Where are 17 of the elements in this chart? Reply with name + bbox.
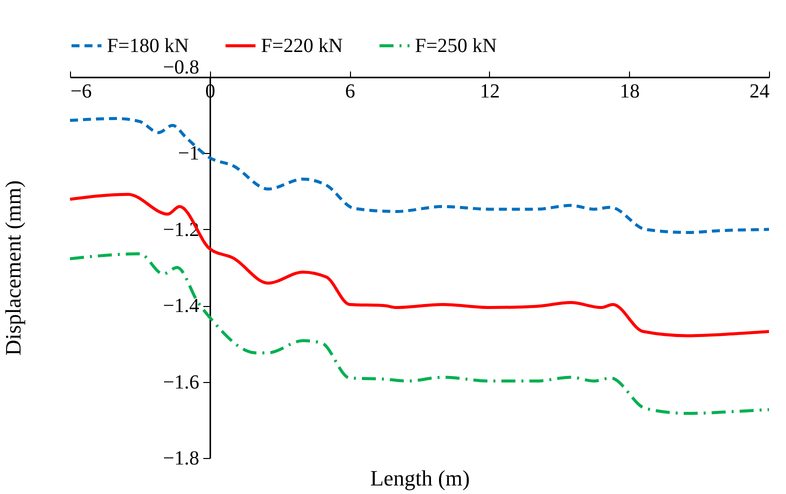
x-tick-label: 24 [750,80,770,102]
x-tick-label: 12 [480,80,500,102]
legend-label: F=250 kN [415,34,497,57]
y-axis-title: Displacement (mm) [0,180,26,356]
x-axis-title: Length (m) [370,466,470,490]
line-series [70,192,769,338]
legend-label: F=180 kN [107,34,189,57]
x-tick-label: 18 [620,80,640,102]
legend-label: F=220 kN [261,34,343,57]
x-tick-label: −6 [70,80,92,102]
y-tick-label: −0.8 [163,56,200,78]
y-tick-label: −1.6 [163,371,200,394]
y-tick-label: −1 [178,142,200,165]
y-tick-label: −1.4 [163,295,200,318]
line-series [70,252,769,415]
y-tick-label: −1.8 [163,448,200,470]
x-tick-label: 6 [345,80,356,102]
